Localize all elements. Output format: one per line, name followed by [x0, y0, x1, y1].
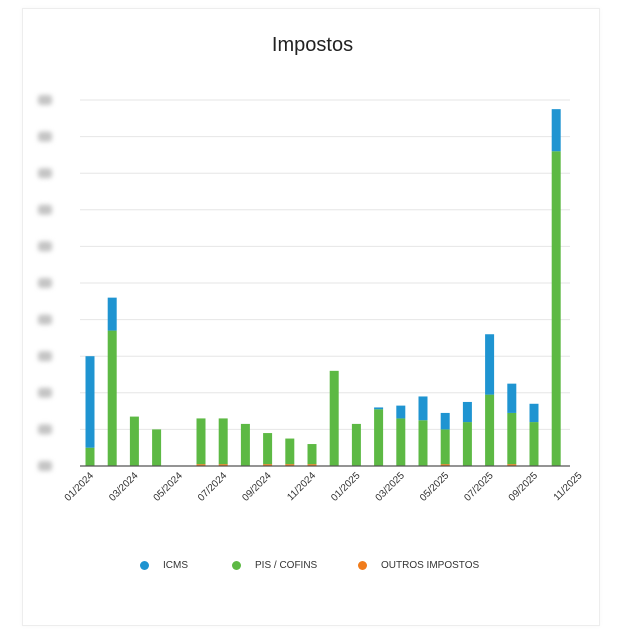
bar-segment: [418, 420, 428, 466]
y-tick-label: [38, 131, 52, 142]
y-tick-label: [38, 168, 52, 179]
chart-title: Impostos: [271, 34, 354, 56]
y-tick-label: [38, 278, 52, 288]
x-tick-label: 11/2024: [285, 470, 318, 503]
x-tick-label: 03/2025: [374, 470, 408, 504]
legend-item-pis-cofins[interactable]: PIS / COFINS: [232, 560, 317, 571]
bar-segment: [240, 423, 250, 466]
bar-segment: [263, 464, 273, 466]
bar-segment: [462, 422, 472, 466]
y-tick-label: [38, 461, 52, 471]
x-tick-label: 11/2025: [552, 470, 585, 503]
bar-segment: [85, 356, 95, 448]
legend-label-pis-cofins: PIS / COFINS: [255, 560, 318, 571]
bar-segment: [152, 429, 162, 466]
x-tick-label: 09/2024: [240, 470, 274, 504]
bar-segment: [440, 429, 450, 465]
y-tick-label: [38, 424, 52, 435]
y-tick-label: [38, 314, 52, 325]
bar-segment: [263, 433, 273, 465]
x-axis-tick-labels: 01/2024 03/2024 05/2024 07/2024 09/2024 11/20…: [63, 470, 585, 504]
legend-label-icms: ICMS: [163, 560, 188, 571]
bar-segment: [374, 407, 384, 410]
x-tick-label: 09/2025: [507, 470, 541, 504]
bar-segment: [551, 109, 561, 152]
x-tick-label: 07/2025: [462, 470, 496, 504]
bar-segment: [418, 396, 428, 421]
bar-segment: [196, 464, 206, 466]
x-tick-label: 01/2025: [329, 470, 363, 504]
bar-segment: [285, 464, 295, 466]
x-tick-label: 03/2024: [107, 470, 141, 504]
bar-segment: [529, 403, 539, 423]
y-tick-label: [38, 351, 52, 362]
bar-segment: [485, 334, 495, 395]
x-tick-label: 05/2025: [418, 470, 452, 504]
x-tick-label: 05/2024: [152, 470, 186, 504]
bar-segment: [462, 401, 472, 423]
bar-segment: [307, 464, 317, 466]
bar-segment: [218, 464, 228, 466]
legend-swatch-icms: [140, 561, 149, 570]
bar-segment: [374, 409, 384, 466]
legend-swatch-outros-impostos: [358, 561, 367, 570]
grid-lines: [80, 99, 570, 430]
bar-segment: [507, 383, 517, 413]
y-tick-label: [38, 95, 52, 105]
bar-segment: [485, 394, 495, 466]
bar-segment: [218, 418, 228, 465]
bar-segment: [440, 464, 450, 466]
y-axis-tick-labels: [38, 95, 52, 471]
bar-segment: [551, 151, 561, 467]
y-tick-label: [38, 204, 52, 215]
bar-segment: [307, 444, 317, 465]
bar-segment: [85, 447, 95, 466]
bar-segment: [507, 412, 517, 465]
bar-segment: [507, 464, 517, 466]
legend-label-outros-impostos: OUTROS IMPOSTOS: [381, 560, 480, 571]
bar-segment: [396, 405, 406, 419]
bar-segment: [396, 418, 406, 466]
legend-item-outros-impostos[interactable]: OUTROS IMPOSTOS: [358, 560, 479, 571]
bars: [85, 109, 561, 467]
x-tick-label: 07/2024: [196, 470, 230, 504]
x-tick-label: 01/2024: [63, 470, 97, 504]
bar-segment: [285, 438, 295, 465]
legend: ICMS PIS / COFINS OUTROS IMPOSTOS: [0, 560, 625, 576]
bar-segment: [107, 330, 117, 466]
bar-segment: [196, 418, 206, 465]
y-tick-label: [38, 241, 52, 252]
bar-segment: [129, 416, 139, 466]
y-tick-label: [38, 387, 52, 398]
bar-segment: [529, 422, 539, 466]
bar-segment: [107, 297, 117, 331]
bar-segment: [329, 370, 339, 466]
legend-item-icms[interactable]: ICMS: [140, 560, 188, 571]
bar-segment: [351, 423, 361, 466]
legend-swatch-pis-cofins: [232, 561, 241, 570]
bar-segment: [440, 412, 450, 430]
chart-card: [22, 8, 600, 626]
